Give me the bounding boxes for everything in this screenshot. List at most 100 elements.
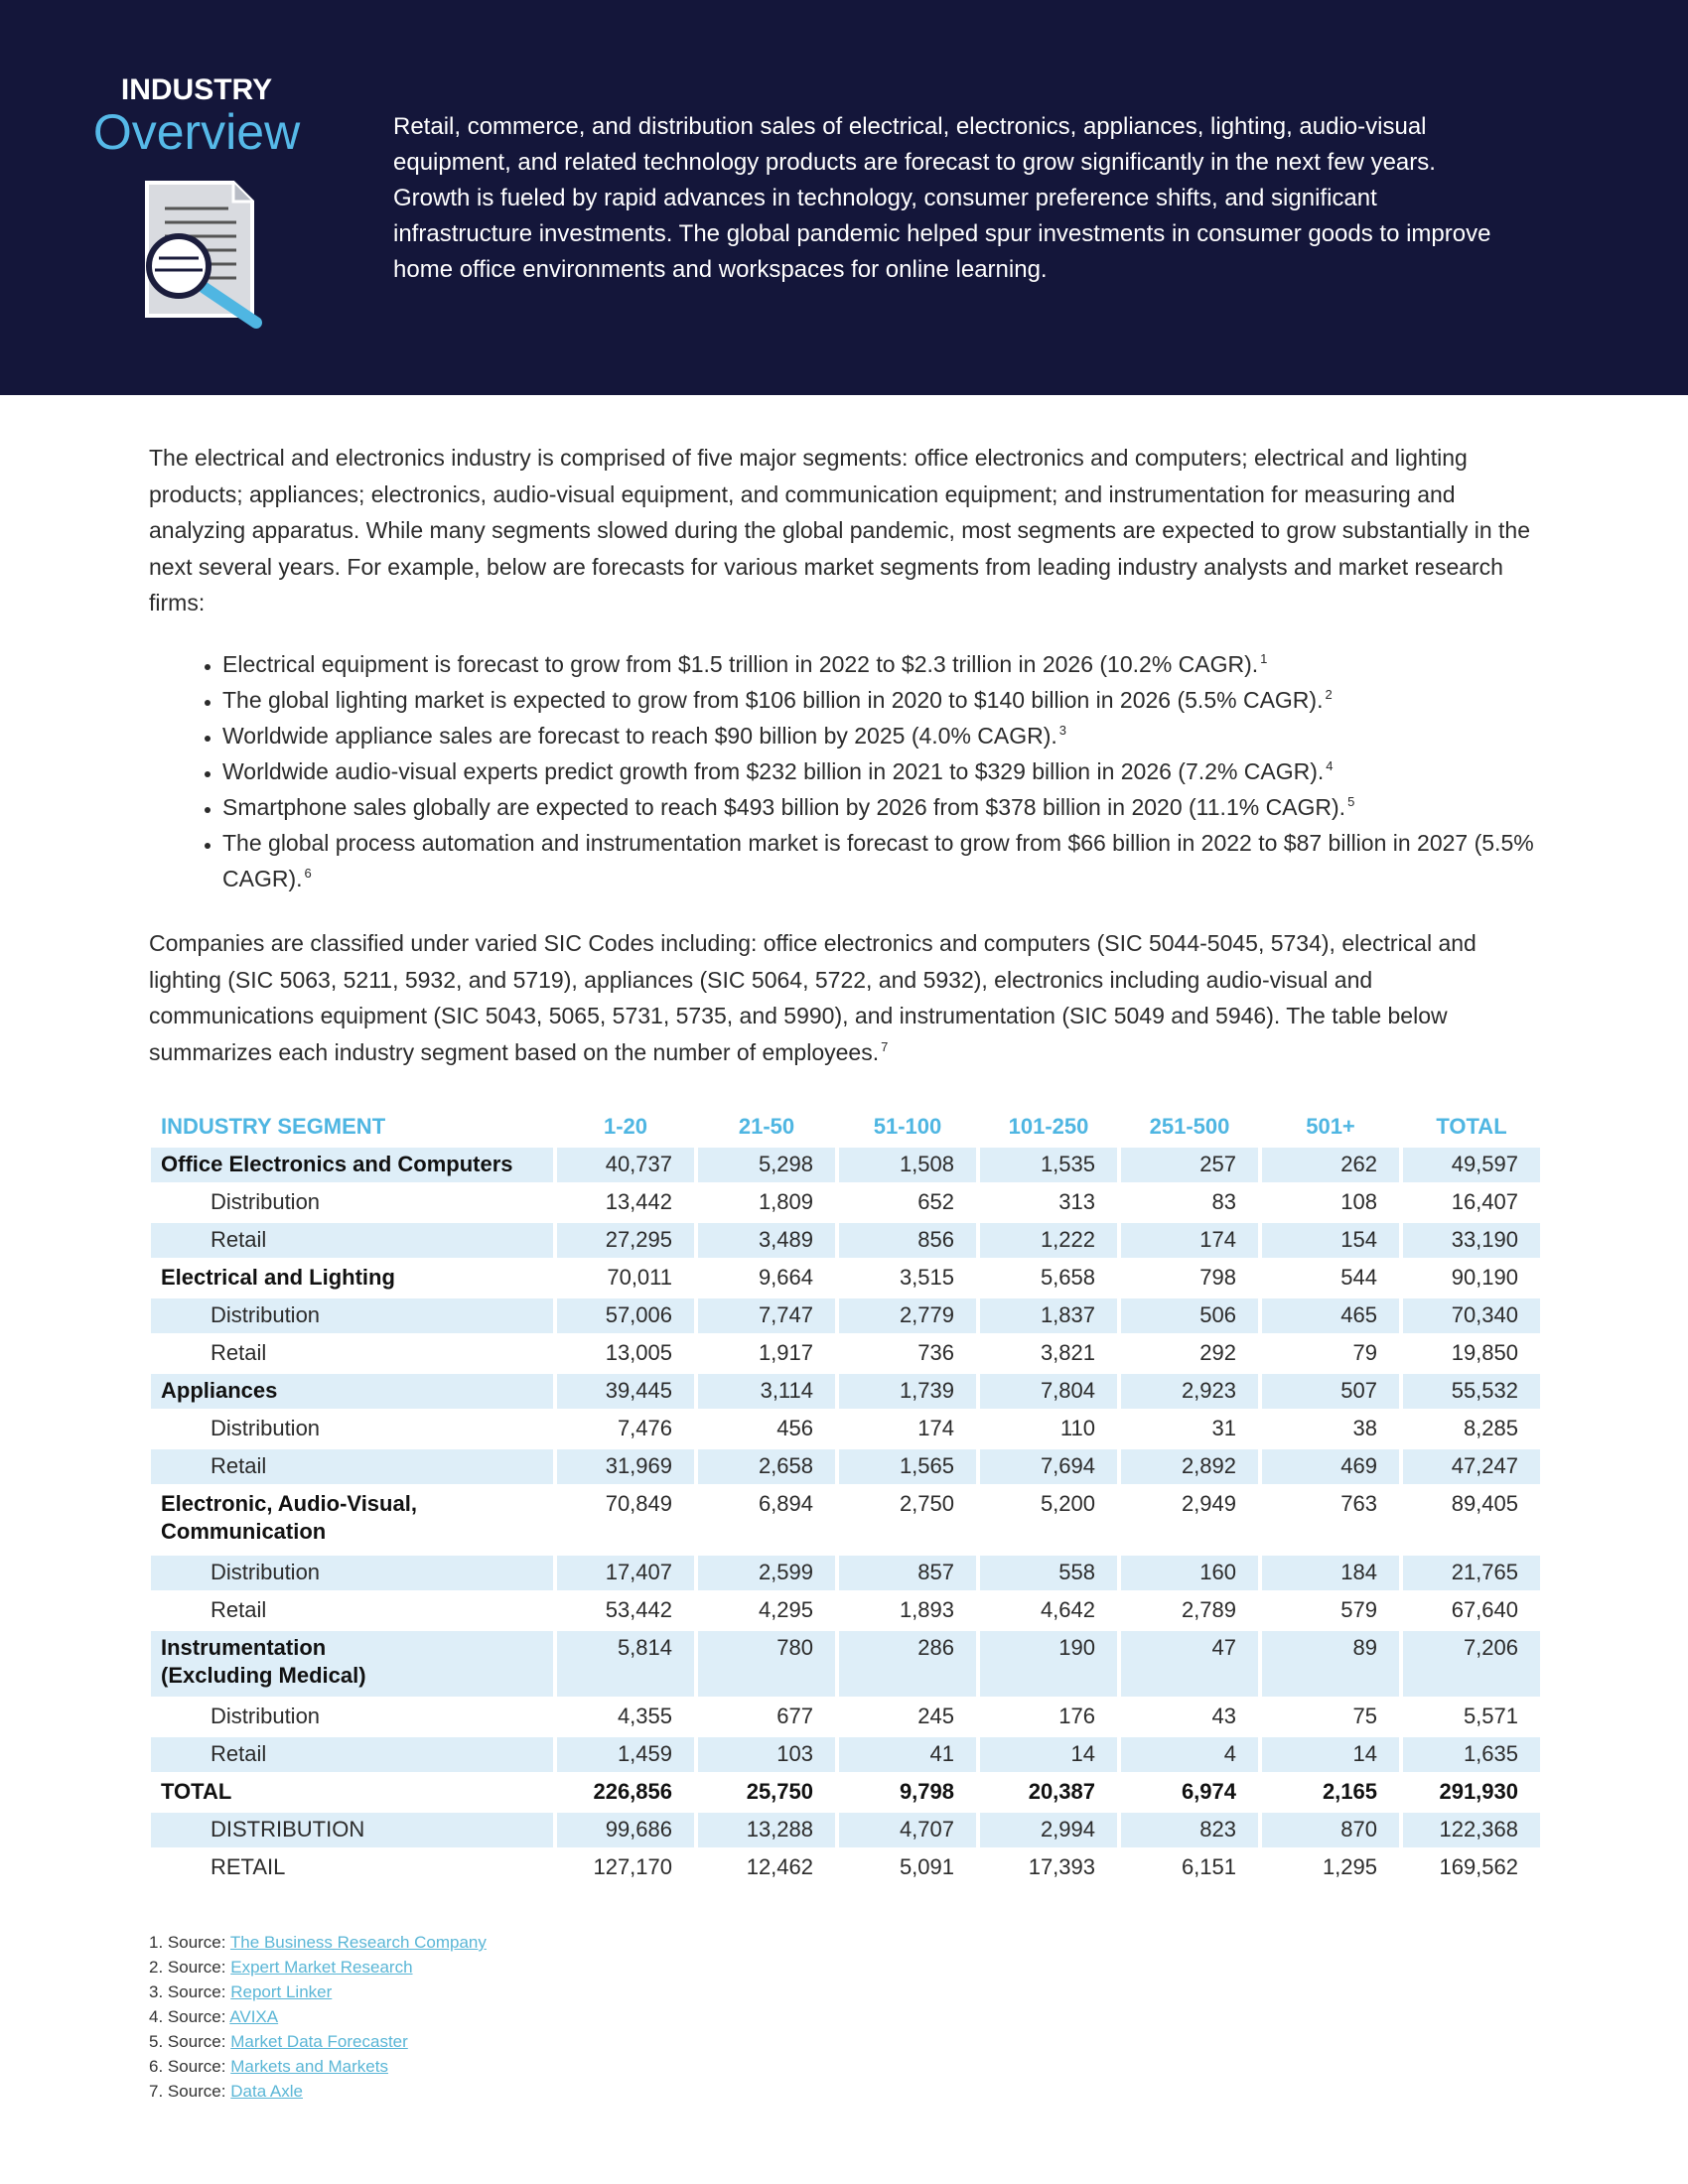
bullet-item: The global lighting market is expected t… xyxy=(222,682,1539,718)
table-cell: 27,295 xyxy=(557,1223,694,1258)
table-cell: 70,849 xyxy=(605,1491,672,1516)
column-header: 21-50 xyxy=(738,1114,795,1139)
footnote-ref: 1 xyxy=(1260,651,1268,666)
table-row: Retail 13,005 1,917 736 3,821 292 79 19,850 xyxy=(151,1336,1540,1371)
bullet-item: Smartphone sales globally are expected t… xyxy=(222,789,1539,825)
footnote: 1. Source: The Business Research Company xyxy=(149,1930,487,1955)
table-cell: 3,489 xyxy=(698,1223,835,1258)
table-cell: 169,562 xyxy=(1439,1854,1518,1879)
source-link[interactable]: Report Linker xyxy=(230,1982,333,2001)
table-cell: 4,707 xyxy=(839,1813,976,1847)
table-cell: 6,894 xyxy=(758,1491,813,1516)
footnote-prefix: 3. Source: xyxy=(149,1982,226,2001)
table-cell: 17,393 xyxy=(1028,1854,1095,1879)
bullet-item: The global process automation and instru… xyxy=(222,825,1539,896)
table-cell: 108 xyxy=(1340,1189,1377,1214)
segment-label: Retail xyxy=(151,1737,553,1772)
segment-label: Distribution xyxy=(211,1189,321,1214)
footnote: 4. Source: AVIXA xyxy=(149,2004,487,2029)
table-cell: 127,170 xyxy=(593,1854,672,1879)
table-cell: 456 xyxy=(776,1416,813,1440)
paragraph-text: Companies are classified under varied SI… xyxy=(149,930,1477,1065)
footnote: 5. Source: Market Data Forecaster xyxy=(149,2029,487,2054)
table-cell: 1,459 xyxy=(557,1737,694,1772)
table-cell: 5,814 xyxy=(557,1631,694,1697)
header-title: Overview xyxy=(92,104,301,160)
table-cell: 89 xyxy=(1262,1631,1399,1697)
source-link[interactable]: Market Data Forecaster xyxy=(230,2032,408,2051)
table-cell: 75 xyxy=(1352,1704,1377,1728)
table-cell: 1,917 xyxy=(758,1340,813,1365)
table-cell: 41 xyxy=(839,1737,976,1772)
table-cell: 122,368 xyxy=(1403,1813,1540,1847)
table-cell: 469 xyxy=(1262,1449,1399,1484)
source-link[interactable]: Data Axle xyxy=(230,2082,303,2101)
column-header: 501+ xyxy=(1306,1114,1355,1139)
table-cell: 652 xyxy=(917,1189,954,1214)
table-cell: 2,994 xyxy=(980,1813,1117,1847)
table-cell: 780 xyxy=(698,1631,835,1697)
table-cell: 286 xyxy=(839,1631,976,1697)
table-cell: 313 xyxy=(1058,1189,1095,1214)
header-text: Retail, commerce, and distribution sales… xyxy=(393,113,1491,283)
table-cell: 763 xyxy=(1340,1491,1377,1516)
segment-label: Appliances xyxy=(151,1374,553,1409)
column-header: INDUSTRY SEGMENT xyxy=(161,1114,386,1139)
footnote-ref: 4 xyxy=(1326,758,1334,773)
table-cell: 40,737 xyxy=(557,1148,694,1182)
segment-label: Retail xyxy=(151,1449,553,1484)
source-link[interactable]: AVIXA xyxy=(229,2007,279,2026)
bullet-text: Worldwide appliance sales are forecast t… xyxy=(222,723,1057,749)
table-cell: 226,856 xyxy=(593,1779,672,1804)
table-cell: 1,535 xyxy=(980,1148,1117,1182)
footnote-prefix: 4. Source: xyxy=(149,2007,226,2026)
table-cell: 5,200 xyxy=(1040,1491,1095,1516)
table-cell: 5,091 xyxy=(899,1854,954,1879)
intro-paragraph: The electrical and electronics industry … xyxy=(149,445,1530,615)
table-cell: 160 xyxy=(1121,1556,1258,1590)
table-cell: 16,407 xyxy=(1451,1189,1518,1214)
source-link[interactable]: Markets and Markets xyxy=(230,2057,388,2076)
table-cell: 13,005 xyxy=(605,1340,672,1365)
footnote-prefix: 2. Source: xyxy=(149,1958,226,1977)
table-cell: 31,969 xyxy=(557,1449,694,1484)
segment-label: RETAIL xyxy=(211,1854,286,1879)
table-cell: 53,442 xyxy=(605,1597,672,1622)
bullet-text: Worldwide audio-visual experts predict g… xyxy=(222,758,1325,784)
classification-paragraph: Companies are classified under varied SI… xyxy=(149,925,1539,1070)
table-cell: 13,442 xyxy=(605,1189,672,1214)
table-row: Retail 53,442 4,295 1,893 4,642 2,789 579 67,64… xyxy=(151,1593,1540,1628)
table-row: Appliances 39,445 3,114 1,739 7,804 2,923 507 5… xyxy=(151,1374,1540,1409)
table-cell: 43 xyxy=(1211,1704,1236,1728)
table-cell: 90,190 xyxy=(1451,1265,1518,1290)
footnote: 2. Source: Expert Market Research xyxy=(149,1955,487,1979)
footnote: 3. Source: Report Linker xyxy=(149,1979,487,2004)
table-row: Distribution 4,355 677 245 176 43 75 5,571 xyxy=(151,1700,1540,1734)
table-cell: 544 xyxy=(1340,1265,1377,1290)
bullet-text: Electrical equipment is forecast to grow… xyxy=(222,651,1259,677)
table-cell: 2,923 xyxy=(1121,1374,1258,1409)
table-cell: 174 xyxy=(1121,1223,1258,1258)
table-cell: 3,515 xyxy=(899,1265,954,1290)
table-cell: 4,355 xyxy=(617,1704,672,1728)
footnote-prefix: 6. Source: xyxy=(149,2057,226,2076)
segment-label: Office Electronics and Computers xyxy=(151,1148,553,1182)
table-row: RETAIL 127,170 12,462 5,091 17,393 6,151 1,295… xyxy=(151,1850,1540,1885)
column-header: 51-100 xyxy=(873,1114,942,1139)
table-cell: 70,340 xyxy=(1403,1298,1540,1333)
footnote-prefix: 7. Source: xyxy=(149,2082,226,2101)
segment-label: Retail xyxy=(211,1597,267,1622)
header-kicker: INDUSTRY xyxy=(120,73,273,106)
table-cell: 1,635 xyxy=(1403,1737,1540,1772)
source-link[interactable]: Expert Market Research xyxy=(230,1958,413,1977)
footnotes: 1. Source: The Business Research Company… xyxy=(149,1930,487,2104)
table-cell: 99,686 xyxy=(557,1813,694,1847)
table-row: Distribution 13,442 1,809 652 313 83 108 16,407 xyxy=(151,1185,1540,1220)
source-link[interactable]: The Business Research Company xyxy=(229,1933,487,1952)
table-cell: 7,694 xyxy=(980,1449,1117,1484)
bullet-text: Smartphone sales globally are expected t… xyxy=(222,794,1346,820)
table-cell: 6,974 xyxy=(1181,1779,1236,1804)
table-cell: 6,151 xyxy=(1181,1854,1236,1879)
table-cell: 1,837 xyxy=(980,1298,1117,1333)
bullet-item: Electrical equipment is forecast to grow… xyxy=(222,646,1539,682)
